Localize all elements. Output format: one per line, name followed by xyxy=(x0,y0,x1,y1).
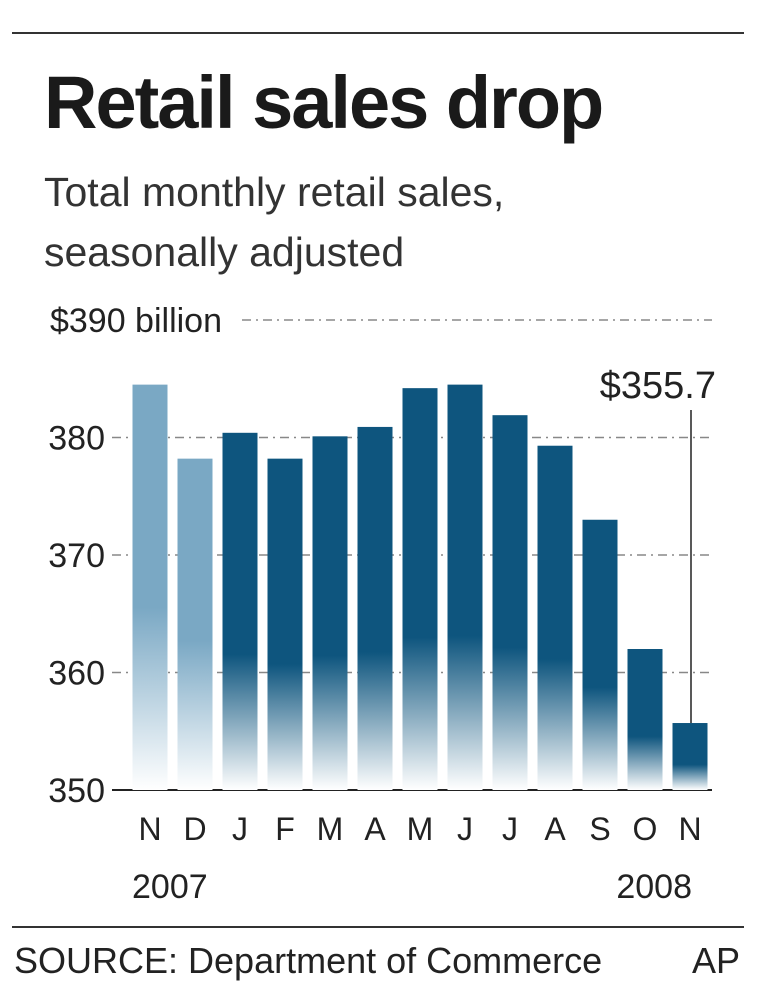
year-label-2007: 2007 xyxy=(132,868,208,906)
y-tick-label: 380 xyxy=(48,420,105,458)
bar xyxy=(402,388,438,790)
chart-subtitle-line-2: seasonally adjusted xyxy=(44,229,405,275)
x-tick-label: J xyxy=(502,811,518,847)
year-label-2008: 2008 xyxy=(616,868,692,906)
x-tick-label: S xyxy=(589,811,610,847)
bar xyxy=(267,458,303,790)
top-rule xyxy=(12,32,744,34)
x-tick-label: N xyxy=(678,811,701,847)
bar xyxy=(537,445,573,790)
bar xyxy=(672,723,708,790)
y-tick-label: 350 xyxy=(48,772,105,810)
bar xyxy=(582,519,618,790)
bar xyxy=(357,426,393,790)
bar xyxy=(132,384,168,790)
bar xyxy=(177,458,213,790)
x-tick-label: A xyxy=(544,811,566,847)
x-tick-label: O xyxy=(633,811,658,847)
bar xyxy=(312,436,348,790)
bar xyxy=(492,415,528,790)
x-tick-label: M xyxy=(317,811,344,847)
y-tick-label: 370 xyxy=(48,537,105,575)
y-tick-label: $390 billion xyxy=(50,302,222,340)
x-tick-label: F xyxy=(275,811,295,847)
chart-subtitle-line-1: Total monthly retail sales, xyxy=(44,169,505,215)
x-tick-label: M xyxy=(407,811,434,847)
x-tick-label: N xyxy=(138,811,161,847)
bottom-rule xyxy=(12,926,744,928)
bar xyxy=(447,384,483,790)
x-tick-label: D xyxy=(183,811,206,847)
x-tick-label: J xyxy=(232,811,248,847)
bar xyxy=(627,649,663,790)
bar xyxy=(222,432,258,790)
chart-title: Retail sales drop xyxy=(44,61,604,144)
data-label: $355.7 xyxy=(600,365,716,407)
x-tick-label: J xyxy=(457,811,473,847)
source-note: SOURCE: Department of Commerce xyxy=(14,940,603,981)
credit-label: AP xyxy=(692,940,741,981)
x-tick-label: A xyxy=(364,811,386,847)
y-tick-label: 360 xyxy=(48,655,105,693)
